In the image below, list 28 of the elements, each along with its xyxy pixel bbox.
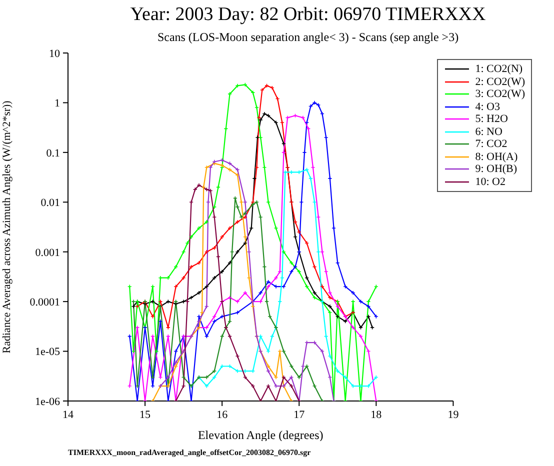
y-tick-label: 1 [54, 98, 60, 110]
y-tick-label: 1e-05 [34, 346, 60, 358]
legend-label: 8: OH(A) [475, 150, 518, 163]
x-tick-label: 14 [62, 408, 74, 421]
legend-label: 5: H2O [475, 113, 508, 126]
y-tick-label: 1e-06 [34, 396, 60, 408]
x-tick-label: 19 [448, 408, 460, 421]
text: TIMERXXX_moon_radAveraged_angle_offsetCor_2003082_06970.sgr [68, 448, 311, 457]
y-tick-label: 10 [49, 48, 60, 60]
y-tick-label: 0.0001 [30, 296, 60, 308]
legend-label: 6: NO [475, 126, 502, 138]
legend-label: 9: OH(B) [475, 163, 518, 176]
legend-label: 7: CO2 [475, 138, 508, 150]
y-tick-label: 0.001 [35, 246, 60, 259]
y-tick-label: 0.01 [40, 197, 60, 210]
x-tick-label: 18 [370, 408, 382, 421]
legend-label: 1: CO2(N) [475, 63, 523, 76]
legend-label: 3: CO2(W) [475, 88, 525, 100]
x-tick-label: 17 [294, 408, 306, 421]
legend-label: 2: CO2(W) [475, 76, 525, 88]
y-axis-title: Radiance Averaged across Azimuth Angles (W/(m^2*sr)) [0, 100, 13, 354]
legend-label: 4: O3 [475, 100, 500, 113]
x-tick-label: 16 [216, 408, 228, 421]
chart-subtitle: Scans (LOS-Moon separation angle< 3) - Scans (sep angle >3) [156, 30, 460, 45]
legend-label: 10: O2 [475, 176, 506, 188]
y-tick-label: 0.1 [46, 147, 60, 160]
chart-title: Year: 2003 Day: 82 Orbit: 06970 TIMERXXX [129, 4, 487, 26]
x-tick-label: 15 [140, 408, 152, 421]
